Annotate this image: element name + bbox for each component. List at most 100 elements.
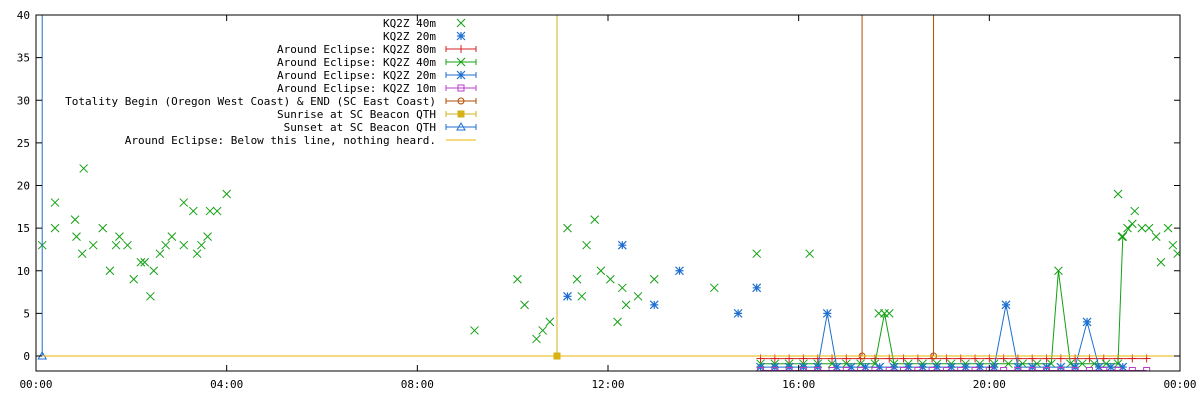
data-point [136,257,146,267]
legend-entry: Around Eclipse: Below this line, nothing… [125,134,476,147]
data-point [918,362,928,371]
data-point [903,362,913,371]
series-8 [37,15,48,360]
data-point [197,240,206,250]
x-tick-label: 00:00 [19,378,52,391]
legend-marker [457,84,465,92]
legend-marker [457,110,465,118]
data-point [617,283,627,293]
data-point [1114,366,1122,371]
legend-marker [456,121,466,131]
data-point [928,366,936,371]
legend-entry: KQ2Z 20m [383,30,466,43]
legend-marker [456,57,466,67]
data-point [72,232,81,242]
data-point [532,334,541,344]
data-point [1113,359,1123,369]
data-point [105,266,115,276]
data-point [828,366,836,371]
data-point [814,366,822,371]
data-point [805,249,814,259]
data-point [192,249,202,259]
data-point [885,366,893,371]
data-point [545,317,555,327]
data-point [606,274,615,284]
data-point [155,249,165,259]
data-point [1071,366,1079,371]
x-tick-label: 16:00 [782,378,815,391]
data-point [932,362,942,371]
series-line [760,223,1133,365]
data-point [649,274,659,284]
data-point [961,362,970,371]
data-point [841,359,851,369]
data-point [822,308,832,318]
legend-entry: KQ2Z 40m [383,17,466,30]
data-point [88,240,98,250]
data-point [513,274,522,284]
series-0 [37,164,1180,344]
data-point [572,274,582,284]
data-point [957,366,965,371]
data-point [1137,223,1147,233]
y-tick-label: 15 [17,222,30,235]
data-point [757,366,765,371]
data-point [161,240,171,250]
data-point [1163,223,1173,233]
data-point [1057,366,1065,371]
data-point [1077,359,1087,369]
legend-entry: Around Eclipse: KQ2Z 80m [277,43,477,56]
data-point [880,309,889,318]
data-point [1144,223,1154,233]
y-tick-label: 0 [23,350,30,363]
data-point [709,283,719,293]
legend-label: KQ2Z 40m [383,17,436,30]
data-point [871,366,879,371]
data-point [1054,266,1063,276]
data-point [675,266,684,276]
data-point [1151,232,1161,242]
legend-marker [456,18,466,28]
data-point [1127,219,1137,229]
data-point [942,366,950,371]
data-point [971,366,979,371]
data-point [752,283,762,293]
data-point [1143,366,1151,371]
data-point [1168,240,1178,250]
data-point [1000,366,1008,371]
data-point [975,362,985,371]
data-point [1028,366,1036,371]
x-tick-label: 00:00 [1163,378,1196,391]
data-point [563,223,572,233]
series-1 [563,240,762,318]
data-point [1066,359,1075,369]
legend-entry: Totality Begin (Oregon West Coast) & END… [65,95,477,108]
data-point [617,240,627,250]
data-point [205,206,215,216]
data-point [167,232,177,242]
data-point [1113,189,1123,199]
data-point [860,362,870,371]
data-point [582,240,591,250]
data-point [1130,206,1140,216]
legend-label: Around Eclipse: KQ2Z 10m [277,82,436,95]
data-point [129,274,139,284]
x-tick-label: 20:00 [973,378,1006,391]
data-point [596,266,606,276]
legend-entry: Around Eclipse: KQ2Z 10m [277,82,477,95]
series-line [760,304,1123,368]
data-point [50,223,60,233]
series-7 [553,15,561,360]
data-point [900,366,908,371]
data-point [857,366,865,371]
data-point [1018,359,1028,369]
data-point [1156,257,1166,267]
data-point [799,366,807,371]
data-point [856,359,865,369]
data-point [203,232,212,242]
legend-entry: Around Eclipse: KQ2Z 40m [277,56,477,69]
data-point [1118,232,1128,242]
data-point [785,366,793,371]
data-point [633,291,643,301]
data-point [98,223,108,233]
